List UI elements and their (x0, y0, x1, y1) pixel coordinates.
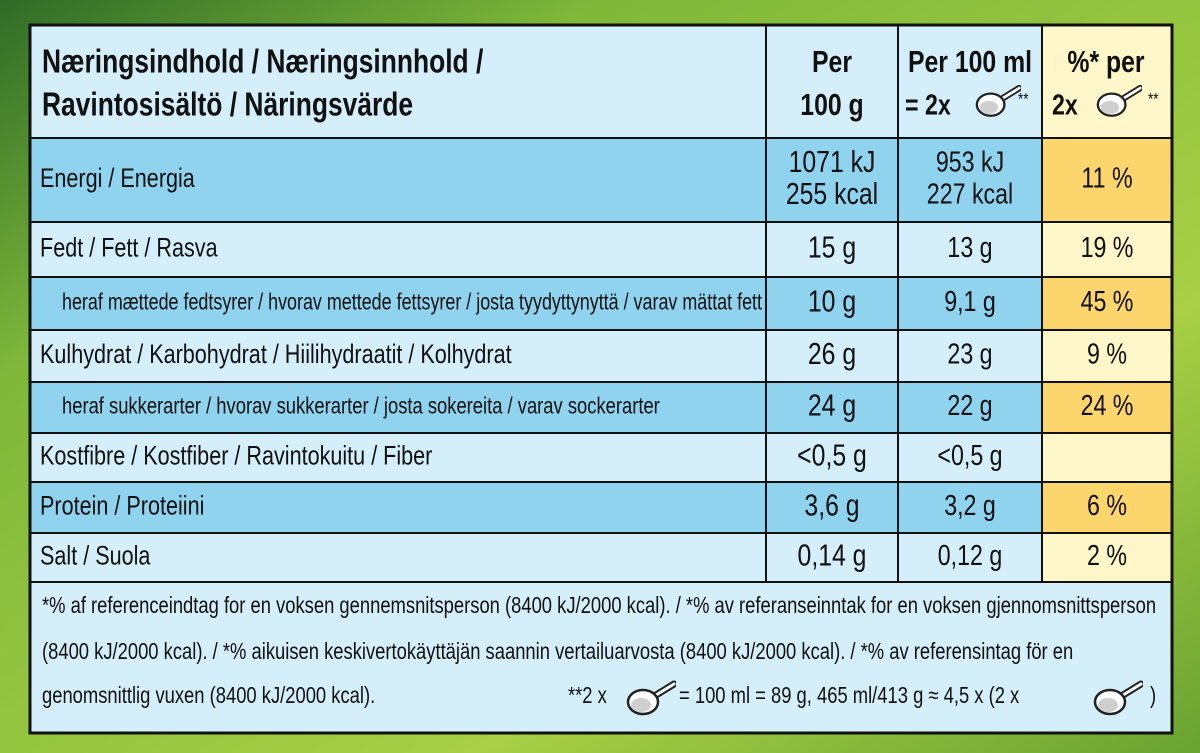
table-text: Næringsindhold / Næringsinnhold / Ravinto… (40, 44, 1159, 709)
value: 0,12 g (938, 539, 1002, 572)
footnote-cell (29, 581, 1173, 734)
row-label: Kulhydrat / Karbohydrat / Hiilihydraatit… (40, 340, 512, 370)
reference-intake: 19 % (1081, 231, 1134, 264)
row-label: Kostfibre / Kostfiber / Ravintokuitu / F… (40, 441, 432, 471)
table-cell (765, 329, 899, 383)
value: 0,14 g (798, 538, 867, 572)
table-cell (897, 276, 1043, 331)
value: 24 g (808, 388, 856, 422)
footnote-text: (8400 kJ/2000 kcal). / *% aikuisen keski… (42, 639, 1073, 664)
column-header: 100 g (800, 88, 863, 122)
table-cell (765, 432, 899, 483)
column-header: ** (1018, 90, 1029, 109)
value: <0,5 g (937, 439, 1002, 472)
table-cell (29, 381, 767, 434)
table-cell (1041, 481, 1173, 534)
value: <0,5 g (797, 438, 867, 472)
value: 1071 kJ (789, 145, 876, 179)
reference-intake: 2 % (1087, 539, 1127, 572)
value: 26 g (808, 337, 856, 371)
reference-intake: 9 % (1087, 337, 1127, 370)
table-cell (1041, 276, 1173, 331)
column-header: ** (1148, 90, 1159, 109)
value: 9,1 g (944, 285, 996, 318)
value: 10 g (808, 284, 856, 318)
reference-intake: 6 % (1087, 489, 1127, 522)
value: 3,2 g (944, 489, 996, 522)
header-cell (897, 24, 1043, 139)
table-cell (897, 329, 1043, 383)
row-label: heraf sukkerarter / hvorav sukkerarter /… (62, 394, 660, 419)
row-label: heraf mættede fedtsyrer / hvorav mettede… (62, 290, 762, 315)
row-label: Energi / Energia (40, 164, 195, 194)
serving-text: = 100 ml = 89 g, 465 ml/413 g ≈ 4,5 x (2… (679, 683, 1020, 708)
table-cell (29, 329, 767, 383)
column-header: Per 100 ml (908, 45, 1032, 79)
value: 22 g (947, 389, 992, 422)
serving-text: **2 x (568, 683, 607, 708)
table-cell (1041, 221, 1173, 278)
value: 15 g (808, 230, 856, 264)
reference-intake: 11 % (1081, 161, 1132, 194)
footnote-text: *% af referenceindtag for en voksen genn… (42, 593, 1156, 618)
table-cell (765, 221, 899, 278)
table (28, 23, 1174, 735)
table-cell (897, 481, 1043, 534)
table-cell (1041, 381, 1173, 434)
table-cell (29, 432, 767, 483)
value: 23 g (947, 337, 992, 370)
reference-intake: 45 % (1081, 285, 1134, 318)
table-cell (1041, 432, 1173, 483)
table-cell (1041, 137, 1173, 223)
column-header: = 2x (905, 88, 951, 121)
table-cell (765, 481, 899, 534)
header-title: Næringsindhold / Næringsinnhold / (42, 44, 484, 80)
value: 13 g (947, 231, 992, 264)
footnote-text: genomsnittlig vuxen (8400 kJ/2000 kcal). (42, 683, 375, 708)
value: 227 kcal (927, 177, 1013, 210)
table-cell (897, 381, 1043, 434)
value: 953 kJ (936, 145, 1004, 178)
serving-text: ) (1150, 683, 1156, 708)
table-cell (765, 276, 899, 331)
column-header: 2x (1052, 88, 1078, 121)
row-label: Fedt / Fett / Rasva (40, 233, 218, 263)
reference-intake: 24 % (1081, 389, 1134, 422)
column-header: Per (812, 45, 852, 79)
value: 3,6 g (804, 488, 859, 522)
table-border (28, 23, 1174, 735)
column-header: %* per (1067, 45, 1144, 79)
row-label: Protein / Proteiini (40, 491, 204, 521)
header-title: Ravintosisältö / Näringsvärde (42, 87, 413, 123)
row-label: Salt / Suola (40, 541, 151, 571)
value: 255 kcal (786, 177, 878, 211)
